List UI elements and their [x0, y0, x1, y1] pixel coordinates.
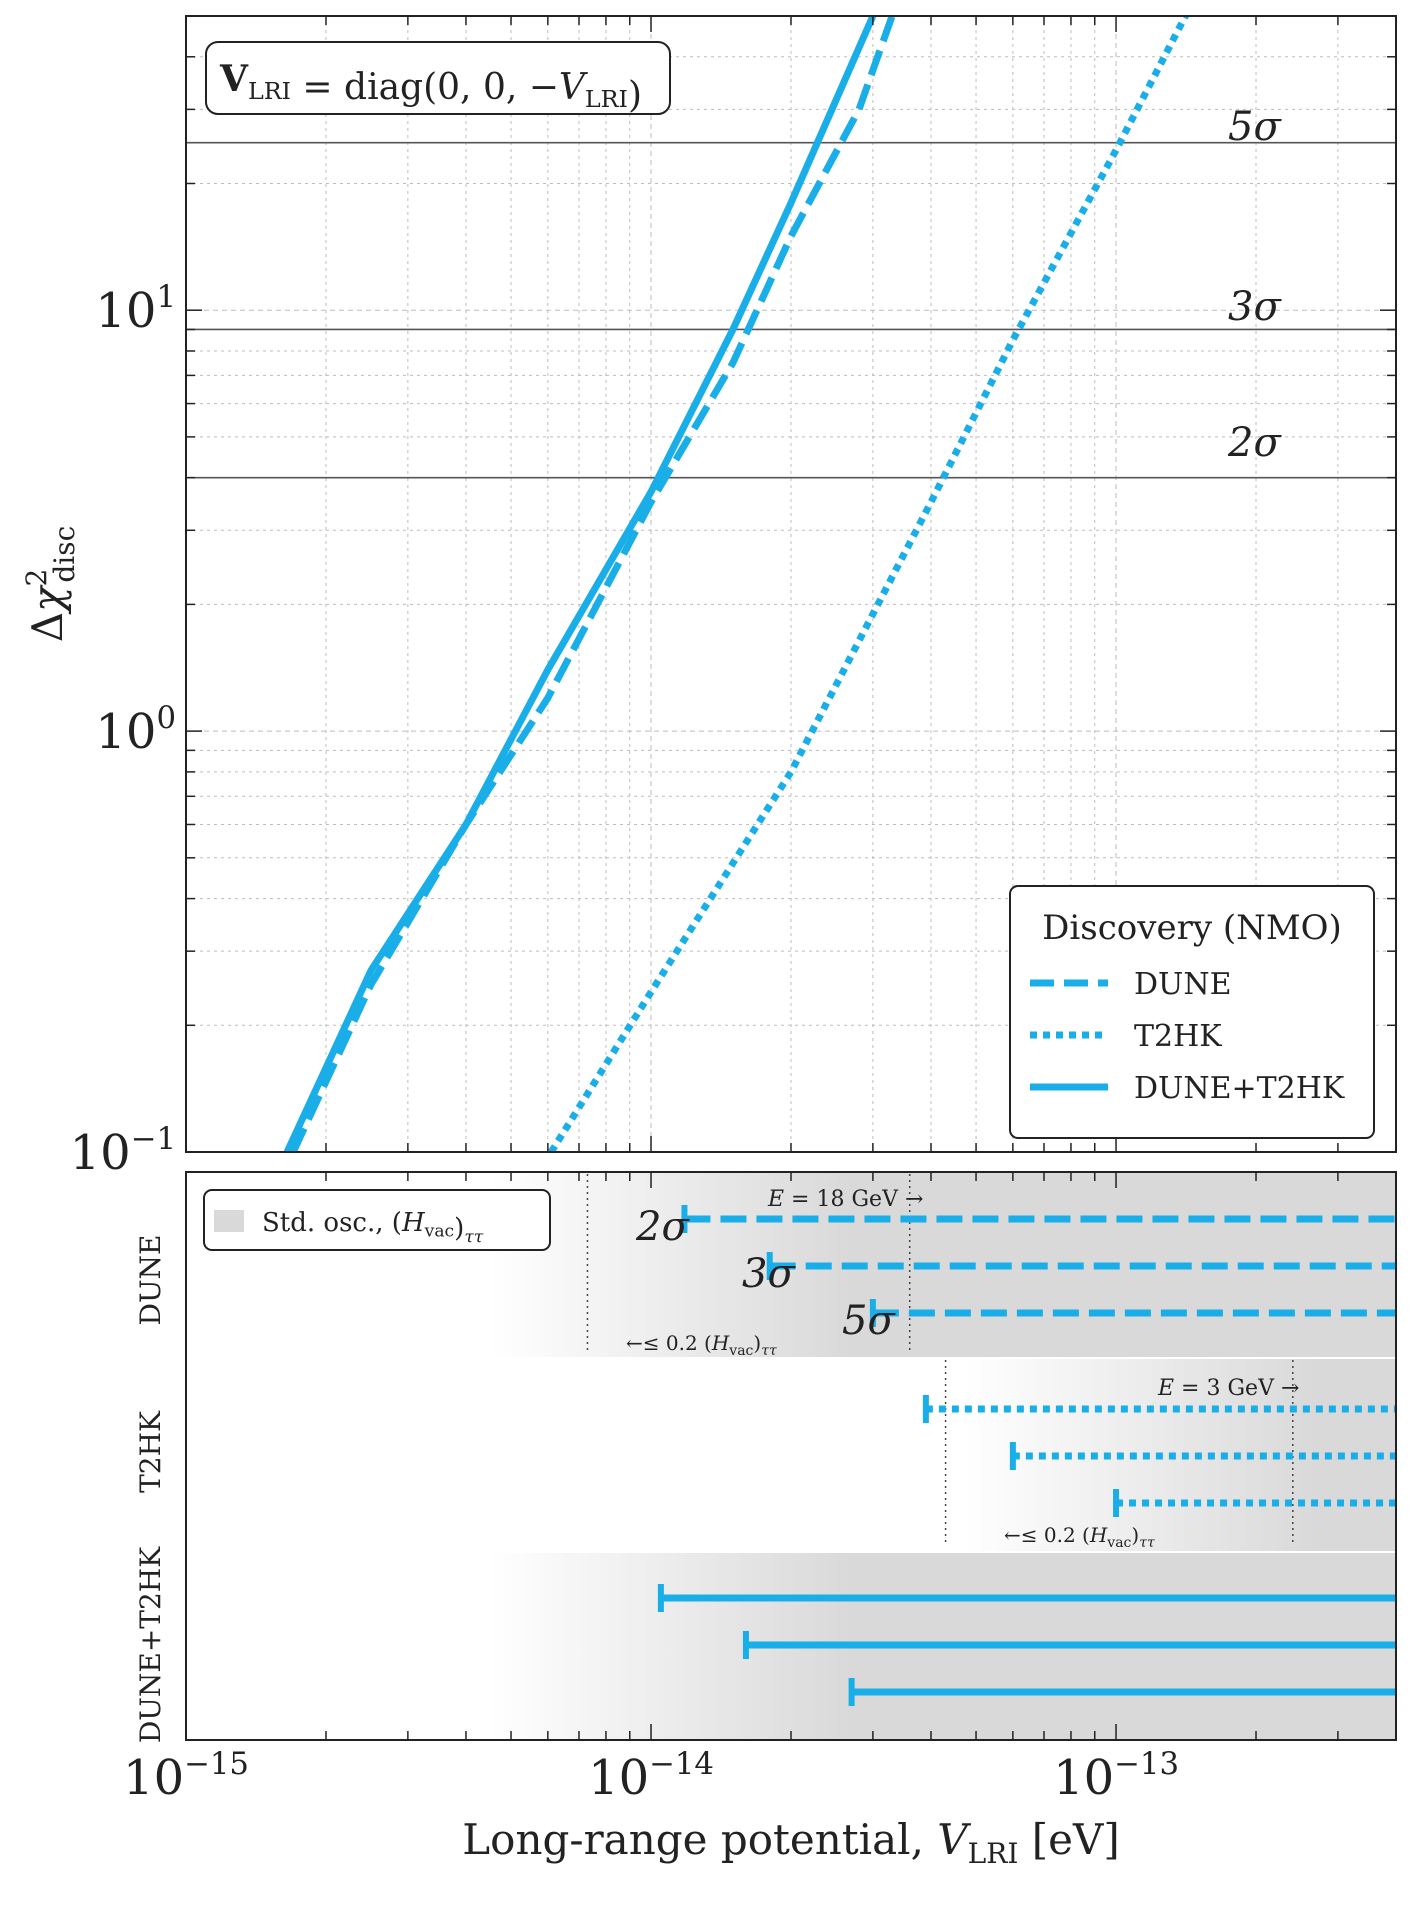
top-panel: 10−1 100 101 5σ 3σ 2σ VLRI = diag(0, 0, −V… — [20, 15, 1397, 1181]
row-label-dune: DUNE — [134, 1235, 167, 1326]
sigma-label-5: 5σ — [1228, 104, 1282, 150]
bottom-ticks: 10−15 10−14 10−13 — [123, 1172, 1397, 1806]
dune-label-5sigma: 5σ — [842, 1298, 896, 1344]
y-axis-label: Δχ2disc — [20, 526, 81, 643]
x-tick-label: 10−13 — [1053, 1746, 1179, 1806]
top-series — [283, 16, 1190, 1152]
dune-fraction-annotation: ←≤ 0.2 (Hvac)ττ — [626, 1331, 777, 1359]
sigma-label-3: 3σ — [1228, 284, 1282, 330]
y-tick-label: 101 — [95, 279, 176, 339]
shade-band-1 — [186, 1358, 1396, 1552]
bottom-legend: Std. osc., (Hvac)ττ — [203, 1189, 551, 1251]
dune-label-2sigma: 2σ — [635, 1204, 690, 1250]
y-tick-label: 10−1 — [70, 1121, 176, 1181]
std-osc-swatch — [214, 1210, 244, 1232]
series-line-dune-t2hk — [283, 16, 877, 1152]
row-label-combined: DUNE+T2HK — [134, 1546, 167, 1743]
bottom-markers — [586, 1174, 1294, 1546]
bottom-bars — [657, 1205, 1396, 1706]
dune-label-3sigma: 3σ — [742, 1251, 796, 1297]
y-tick-label: 100 — [95, 700, 176, 760]
legend-label-t2hk: T2HK — [1134, 1019, 1222, 1054]
t2hk-fraction-annotation: ←≤ 0.2 (Hvac)ττ — [1004, 1523, 1155, 1551]
series-line-dune — [290, 16, 896, 1152]
bottom-panel: 10−15 10−14 10−13 DUNE T2HK DUNE+T2HK 2σ 3… — [123, 1171, 1397, 1870]
bottom-legend-label: Std. osc., (Hvac)ττ — [262, 1208, 484, 1247]
t2hk-energy-annotation: E = 3 GeV → — [1157, 1376, 1299, 1401]
legend-label-dune: DUNE — [1134, 967, 1232, 1002]
dune-energy-annotation: E = 18 GeV → — [767, 1187, 923, 1212]
legend: Discovery (NMO) DUNE T2HK DUNE+T2HK — [1009, 885, 1375, 1139]
top-ticks: 10−1 100 101 — [70, 15, 1397, 1181]
significance-lines — [186, 141, 1396, 479]
legend-title: Discovery (NMO) — [1042, 908, 1342, 948]
x-tick-label: 10−15 — [123, 1746, 249, 1806]
series-line-t2hk — [548, 16, 1190, 1152]
sigma-label-2: 2σ — [1227, 420, 1282, 466]
row-label-t2hk: T2HK — [134, 1410, 167, 1493]
formula-text: VLRI = diag(0, 0, −VLRI) — [219, 58, 642, 116]
x-axis-label: Long-range potential, VLRI [eV] — [462, 1815, 1119, 1870]
legend-label-combined: DUNE+T2HK — [1134, 1071, 1345, 1106]
formula-box: VLRI = diag(0, 0, −VLRI) — [205, 41, 671, 116]
x-tick-label: 10−14 — [588, 1746, 714, 1806]
